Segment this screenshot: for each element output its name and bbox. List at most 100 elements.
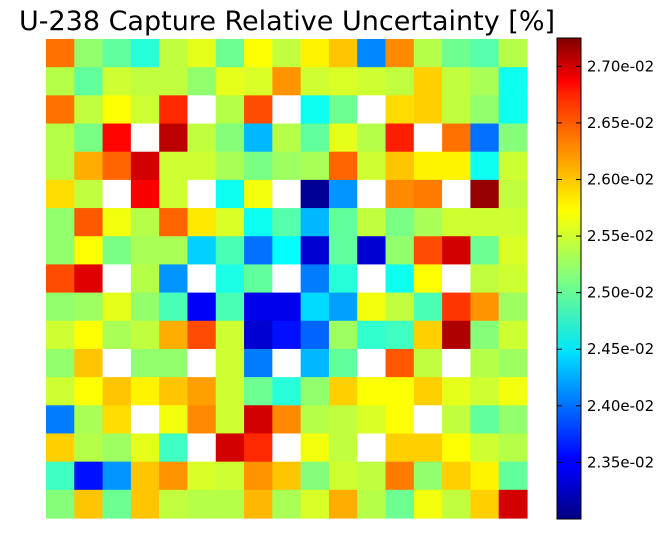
heatmap-cell <box>46 236 75 266</box>
heatmap-cell <box>244 123 273 153</box>
heatmap-cell <box>46 377 75 406</box>
heatmap-cell <box>272 95 302 125</box>
heatmap-cell <box>413 405 443 435</box>
heatmap-cell <box>130 348 160 378</box>
heatmap-cell <box>498 461 528 491</box>
heatmap-cell <box>159 405 189 435</box>
heatmap-cell <box>328 123 358 153</box>
heatmap-cell <box>102 348 132 378</box>
colorbar-tick-label: 2.70e-02 <box>587 57 654 75</box>
heatmap-cell <box>357 179 387 209</box>
heatmap-cell <box>498 264 528 294</box>
heatmap-cell <box>413 39 443 68</box>
heatmap-cell <box>300 208 330 237</box>
heatmap-cell <box>357 433 387 463</box>
heatmap-cell <box>328 179 358 209</box>
heatmap-cell <box>498 67 528 96</box>
heatmap-cell <box>187 405 217 435</box>
heatmap-cell <box>470 95 500 125</box>
heatmap-cell <box>385 461 415 491</box>
heatmap-cell <box>300 461 330 491</box>
heatmap-cell <box>357 348 387 378</box>
heatmap-cell <box>159 208 189 237</box>
heatmap-cell <box>130 433 160 463</box>
heatmap-cell <box>300 489 330 519</box>
heatmap-cell <box>413 208 443 237</box>
heatmap-cell <box>442 39 472 68</box>
heatmap-cell <box>46 320 75 350</box>
heatmap-cell <box>413 320 443 350</box>
heatmap-cell <box>498 179 528 209</box>
heatmap-cell <box>215 39 245 68</box>
heatmap-cell <box>244 433 273 463</box>
heatmap-cell <box>187 489 217 519</box>
heatmap-cell <box>470 377 500 406</box>
heatmap-cell <box>385 151 415 181</box>
heatmap-cell <box>244 151 273 181</box>
heatmap-cell <box>102 292 132 322</box>
heatmap-cell <box>46 208 75 237</box>
heatmap-cell <box>272 264 302 294</box>
heatmap-cell <box>272 236 302 266</box>
heatmap-cell <box>413 95 443 125</box>
heatmap-cell <box>74 433 104 463</box>
heatmap-cell <box>46 405 75 435</box>
heatmap-cell <box>130 67 160 96</box>
heatmap-cell <box>442 320 472 350</box>
heatmap-cell <box>498 348 528 378</box>
heatmap-cell <box>498 292 528 322</box>
heatmap-cell <box>272 377 302 406</box>
heatmap-cell <box>470 461 500 491</box>
heatmap-cell <box>102 179 132 209</box>
heatmap-cell <box>46 67 75 96</box>
heatmap-cell <box>498 377 528 406</box>
heatmap-cell <box>102 461 132 491</box>
heatmap-cell <box>300 67 330 96</box>
heatmap-cell <box>357 264 387 294</box>
heatmap-cell <box>470 151 500 181</box>
heatmap-cell <box>102 151 132 181</box>
heatmap-cell <box>328 95 358 125</box>
heatmap-cell <box>442 123 472 153</box>
heatmap-cell <box>385 179 415 209</box>
heatmap-cell <box>102 236 132 266</box>
heatmap-cell <box>328 39 358 68</box>
heatmap-cell <box>300 179 330 209</box>
heatmap-cell <box>215 292 245 322</box>
heatmap-cell <box>46 489 75 519</box>
heatmap-cell <box>328 67 358 96</box>
heatmap-cell <box>159 433 189 463</box>
heatmap-cell <box>470 208 500 237</box>
heatmap-cell <box>74 348 104 378</box>
heatmap-cell <box>130 461 160 491</box>
heatmap-cell <box>413 123 443 153</box>
heatmap-cell <box>300 433 330 463</box>
heatmap-cell <box>187 236 217 266</box>
heatmap-cell <box>74 179 104 209</box>
heatmap-cell <box>442 151 472 181</box>
heatmap-cell <box>215 264 245 294</box>
chart-title: U-238 Capture Relative Uncertainty [%] <box>19 6 555 37</box>
heatmap-cell <box>357 377 387 406</box>
heatmap-cell <box>215 236 245 266</box>
heatmap-cell <box>74 292 104 322</box>
heatmap-cell <box>272 179 302 209</box>
heatmap-cell <box>272 320 302 350</box>
colorbar-tick-label: 2.35e-02 <box>587 453 654 471</box>
heatmap-cell <box>498 39 528 68</box>
heatmap-cell <box>328 489 358 519</box>
heatmap-cell <box>385 377 415 406</box>
colorbar-gradient <box>556 37 582 520</box>
heatmap-cell <box>272 39 302 68</box>
heatmap-cell <box>102 433 132 463</box>
heatmap-cell <box>130 236 160 266</box>
heatmap-cell <box>74 236 104 266</box>
colorbar-tick-label: 2.65e-02 <box>587 114 654 132</box>
heatmap-cell <box>328 348 358 378</box>
heatmap-cell <box>272 489 302 519</box>
heatmap-cell <box>159 67 189 96</box>
heatmap-cell <box>470 292 500 322</box>
heatmap-cell <box>244 348 273 378</box>
heatmap-cell <box>272 405 302 435</box>
